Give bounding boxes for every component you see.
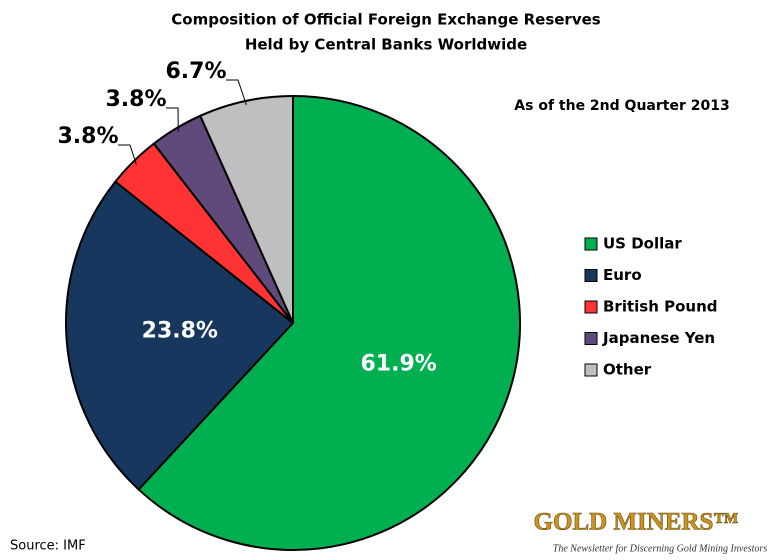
data-label: 3.8%	[105, 87, 166, 112]
legend-label: Euro	[603, 266, 642, 284]
data-label: 6.7%	[165, 59, 226, 84]
leader-line	[226, 79, 247, 106]
legend-label: Japanese Yen	[602, 329, 715, 347]
pie-slice	[137, 94, 521, 551]
legend-label: US Dollar	[603, 235, 682, 253]
logo: GOLD MINERS™	[534, 509, 739, 536]
source: Source: IMF	[10, 539, 86, 554]
legend-swatch	[584, 237, 598, 251]
data-label: 61.9%	[360, 351, 436, 376]
legend-swatch	[584, 269, 598, 282]
legend-label: Other	[603, 361, 652, 379]
leader-line	[118, 144, 137, 165]
legend-swatch	[584, 363, 598, 377]
chart-subtitle: As of the 2nd Quarter 2013	[514, 98, 729, 114]
chart-title: Composition of Official Foreign Exchange…	[171, 11, 601, 29]
data-label: 23.8%	[142, 319, 218, 344]
legend-swatch	[584, 300, 598, 314]
data-label: 3.8%	[57, 124, 118, 149]
legend-label: British Pound	[603, 298, 718, 316]
pie-slice	[65, 180, 295, 491]
tagline: The Newsletter for Discerning Gold Minin…	[553, 543, 768, 554]
leader-line	[166, 107, 179, 132]
chart-title: Held by Central Banks Worldwide	[245, 36, 527, 54]
legend-swatch	[584, 332, 598, 345]
